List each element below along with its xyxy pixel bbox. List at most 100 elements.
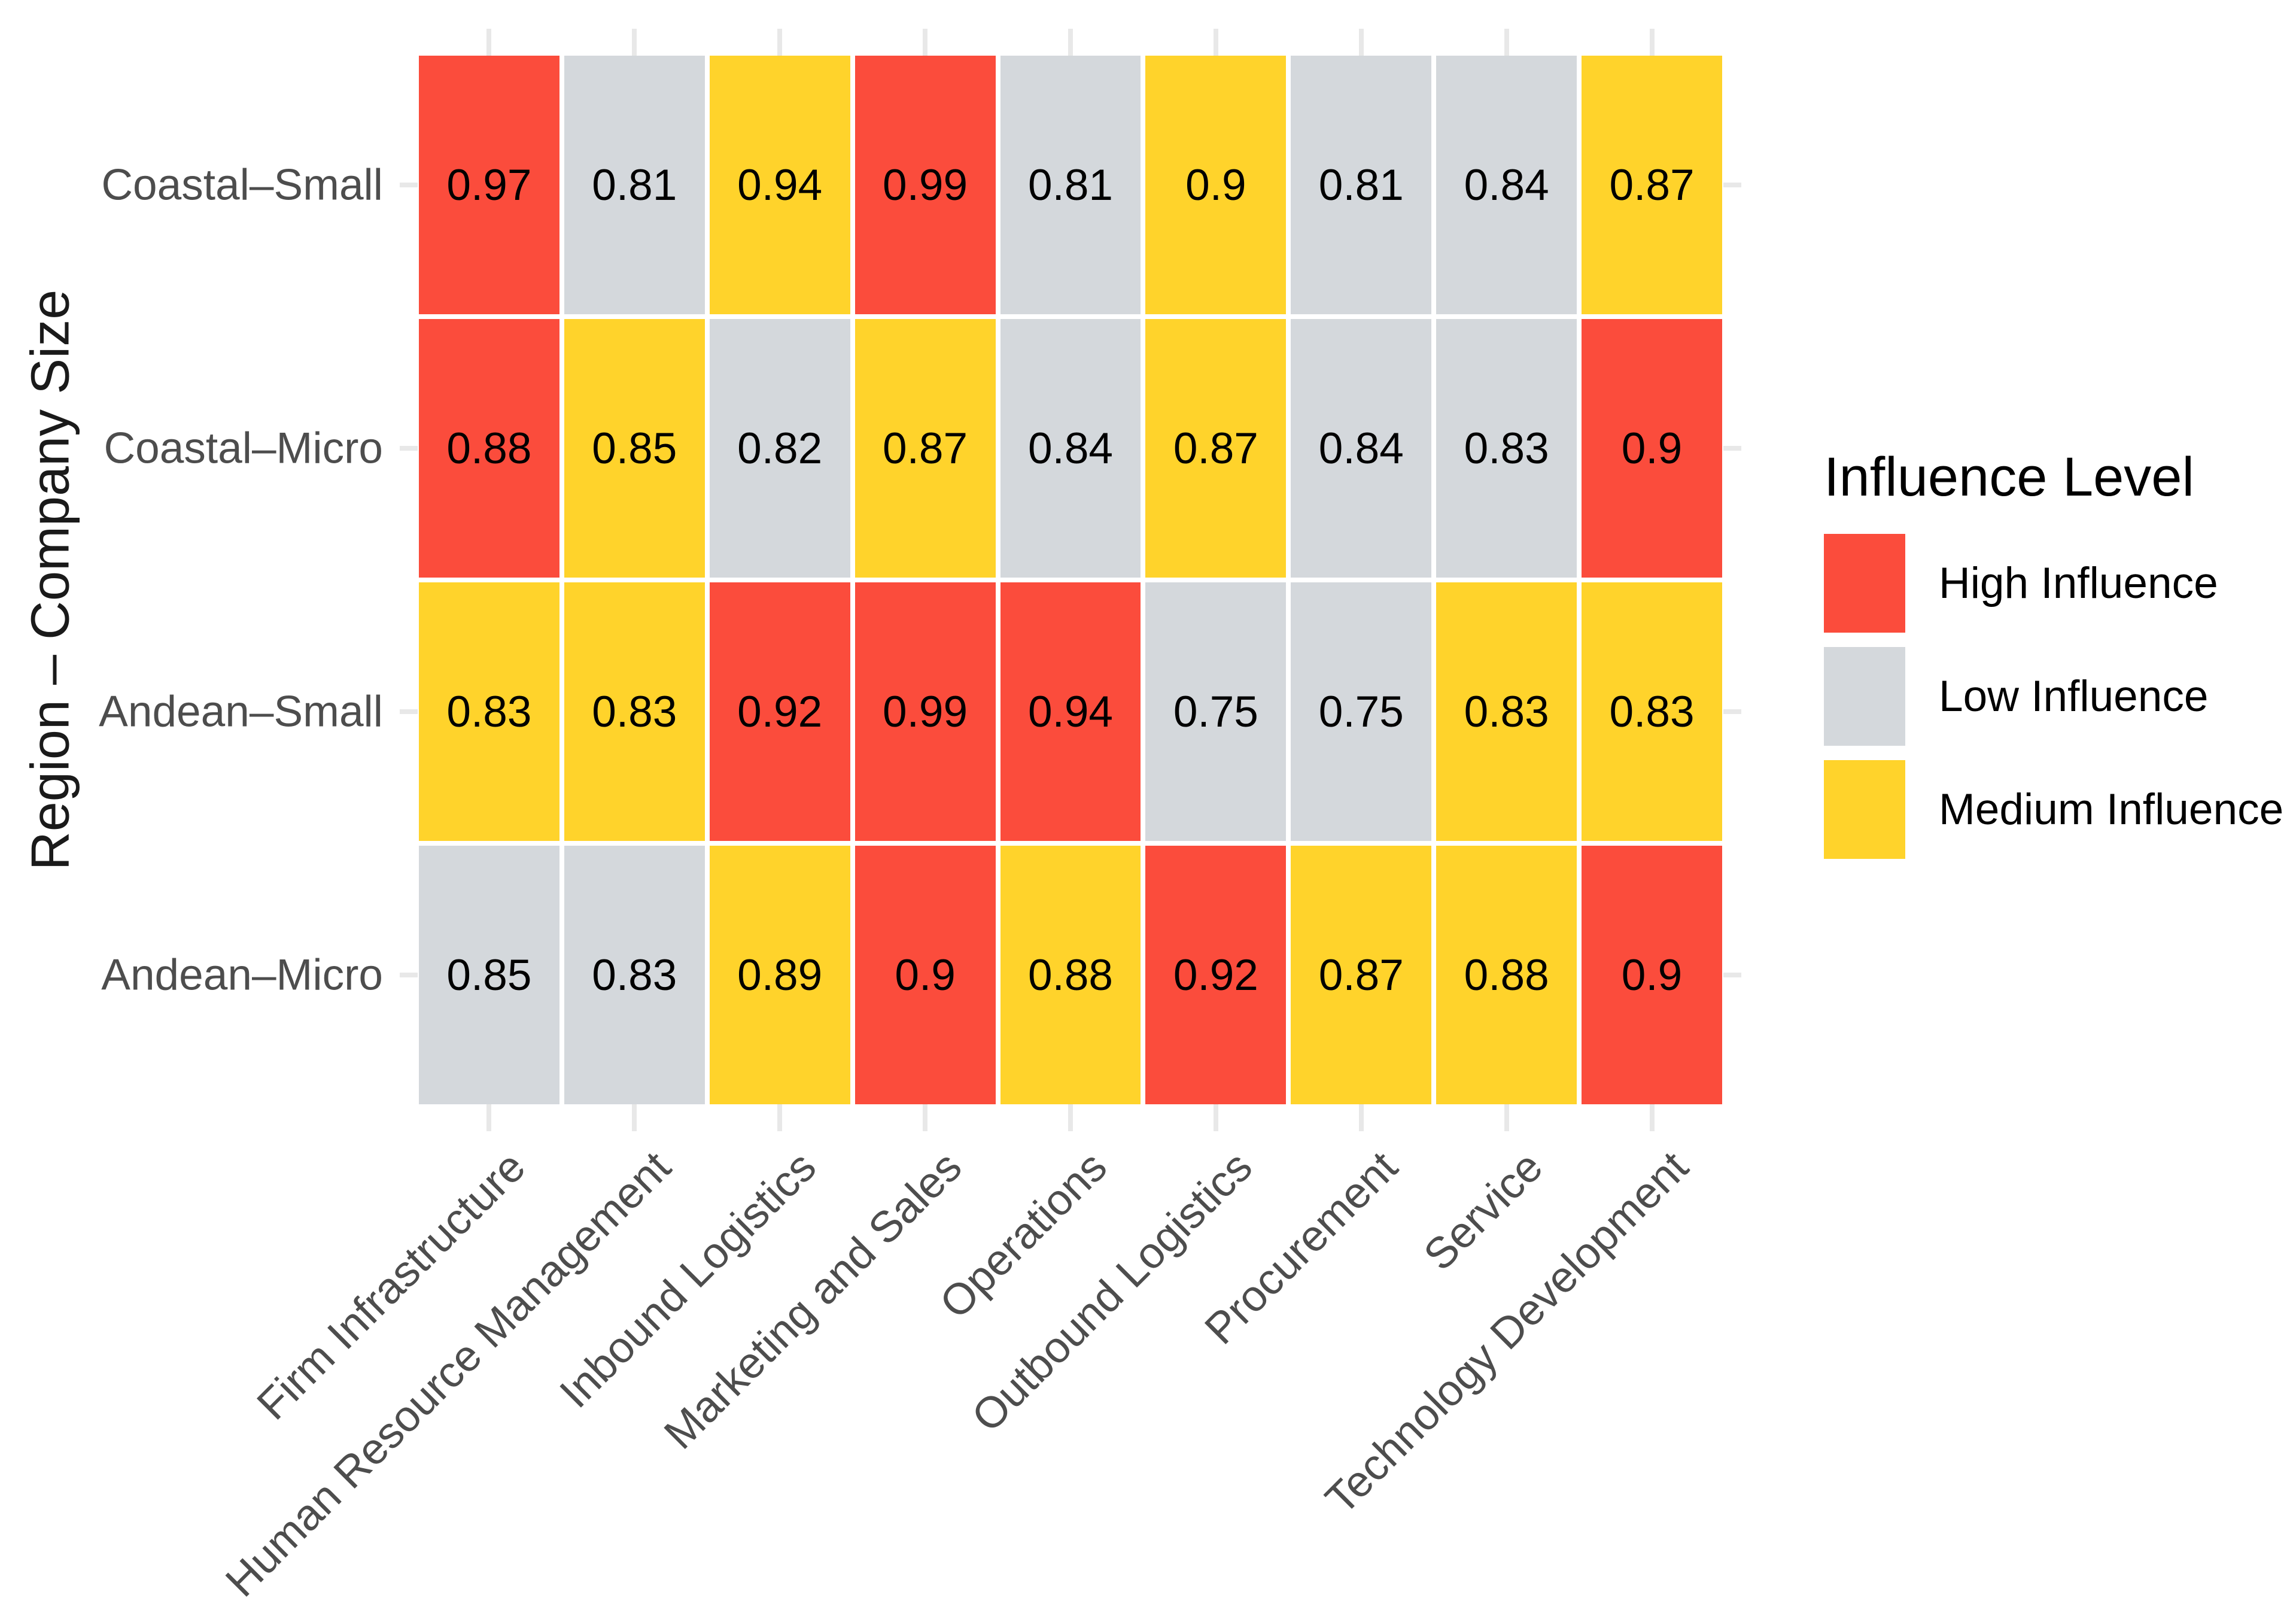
cell-value: 0.99: [883, 687, 968, 736]
heatmap-cell: 0.92: [1145, 846, 1287, 1104]
axis-tick: [1068, 1104, 1073, 1131]
cell-value: 0.9: [895, 950, 956, 1000]
y-axis-title: Region – Company Size: [20, 289, 81, 871]
axis-tick: [1504, 29, 1509, 56]
legend-label: Low Influence: [1939, 672, 2209, 721]
legend-swatch-low: [1824, 647, 1905, 746]
cell-value: 0.94: [1027, 687, 1114, 736]
heatmap-cell: 0.9: [1145, 56, 1287, 314]
axis-tick: [1649, 29, 1655, 56]
heatmap-cell: 0.85: [419, 846, 559, 1104]
y-axis-label: Coastal–Micro: [104, 424, 383, 473]
cell-value: 0.84: [1027, 424, 1114, 473]
legend-swatch-medium: [1824, 760, 1905, 859]
cell-value: 0.87: [1609, 160, 1695, 209]
cell-value: 0.75: [1318, 687, 1404, 736]
cell-value: 0.85: [592, 424, 677, 473]
axis-tick: [777, 1104, 783, 1131]
axis-tick: [632, 1104, 637, 1131]
cell-value: 0.92: [1173, 950, 1258, 1000]
heatmap-cell: 0.87: [854, 319, 996, 578]
heatmap-cell: 0.99: [854, 56, 996, 314]
x-axis-label: Service: [1415, 1142, 1552, 1280]
cell-value: 0.83: [446, 687, 532, 736]
axis-tick: [1213, 29, 1218, 56]
axis-tick: [777, 29, 783, 56]
heatmap-cell: 0.83: [564, 582, 705, 841]
y-axis-label: Andean–Small: [99, 687, 383, 736]
cell-value: 0.83: [592, 687, 677, 736]
axis-tick: [1213, 1104, 1218, 1131]
x-axis-label: Outbound Logistics: [962, 1142, 1261, 1441]
heatmap-cell: 0.81: [1000, 56, 1141, 314]
cell-value: 0.81: [1318, 160, 1404, 209]
cell-value: 0.83: [592, 950, 677, 1000]
cell-value: 0.87: [1318, 950, 1404, 1000]
axis-tick: [400, 973, 418, 977]
cell-value: 0.87: [883, 424, 968, 473]
heatmap-cell: 0.88: [1436, 846, 1577, 1104]
cell-value: 0.83: [1464, 687, 1549, 736]
cell-value: 0.83: [1464, 424, 1549, 473]
cell-value: 0.9: [1621, 424, 1683, 473]
axis-tick: [632, 29, 637, 56]
cell-value: 0.75: [1173, 687, 1258, 736]
axis-tick: [1358, 1104, 1364, 1131]
axis-tick: [1649, 1104, 1655, 1131]
heatmap-cell: 0.81: [1291, 56, 1432, 314]
legend-item: Low Influence: [1824, 647, 2283, 746]
heatmap-cell: 0.84: [1436, 56, 1577, 314]
cell-value: 0.88: [446, 424, 532, 473]
cell-value: 0.88: [1027, 950, 1114, 1000]
axis-tick: [1358, 29, 1364, 56]
cell-value: 0.84: [1464, 160, 1549, 209]
heatmap-cell: 0.83: [1582, 582, 1722, 841]
axis-tick: [400, 446, 418, 451]
axis-tick: [1723, 183, 1741, 187]
y-axis-label: Coastal–Small: [101, 160, 383, 209]
axis-tick: [1723, 973, 1741, 977]
cell-value: 0.9: [1185, 160, 1246, 209]
legend-item: Medium Influence: [1824, 760, 2283, 859]
legend: Influence Level High Influence Low Influe…: [1824, 446, 2283, 873]
legend-item: High Influence: [1824, 534, 2283, 633]
legend-label: High Influence: [1939, 559, 2218, 608]
heatmap-cell: 0.97: [419, 56, 559, 314]
heatmap-cell: 0.88: [419, 319, 559, 578]
heatmap-cell: 0.84: [1000, 319, 1141, 578]
cell-value: 0.9: [1621, 950, 1683, 1000]
heatmap-cell: 0.94: [1000, 582, 1141, 841]
legend-label: Medium Influence: [1939, 785, 2284, 834]
legend-swatch-high: [1824, 534, 1905, 633]
axis-tick: [400, 709, 418, 714]
cell-value: 0.94: [737, 160, 823, 209]
heatmap-cell: 0.94: [709, 56, 850, 314]
axis-tick: [1504, 1104, 1509, 1131]
heatmap-cell: 0.83: [419, 582, 559, 841]
heatmap-cell: 0.92: [709, 582, 850, 841]
heatmap-cell: 0.83: [1436, 319, 1577, 578]
heatmap-cell: 0.82: [709, 319, 850, 578]
axis-tick: [1723, 709, 1741, 714]
cell-value: 0.83: [1609, 687, 1695, 736]
y-axis-label: Andean–Micro: [101, 950, 383, 1000]
heatmap-cell: 0.83: [1436, 582, 1577, 841]
heatmap-cell: 0.84: [1291, 319, 1432, 578]
heatmap-cell: 0.87: [1291, 846, 1432, 1104]
axis-tick: [486, 1104, 492, 1131]
cell-value: 0.92: [737, 687, 823, 736]
cell-value: 0.97: [446, 160, 532, 209]
cell-value: 0.99: [883, 160, 968, 209]
axis-tick: [923, 1104, 928, 1131]
cell-value: 0.81: [1027, 160, 1114, 209]
legend-title: Influence Level: [1824, 446, 2194, 508]
heatmap-cell: 0.83: [564, 846, 705, 1104]
axis-tick: [1068, 29, 1073, 56]
heatmap-cell: 0.9: [1582, 846, 1722, 1104]
heatmap-cell: 0.75: [1145, 582, 1287, 841]
heatmap-cell: 0.75: [1291, 582, 1432, 841]
cell-value: 0.81: [592, 160, 677, 209]
cell-value: 0.89: [737, 950, 823, 1000]
x-axis-label: Firm Infrastructure: [248, 1142, 535, 1429]
